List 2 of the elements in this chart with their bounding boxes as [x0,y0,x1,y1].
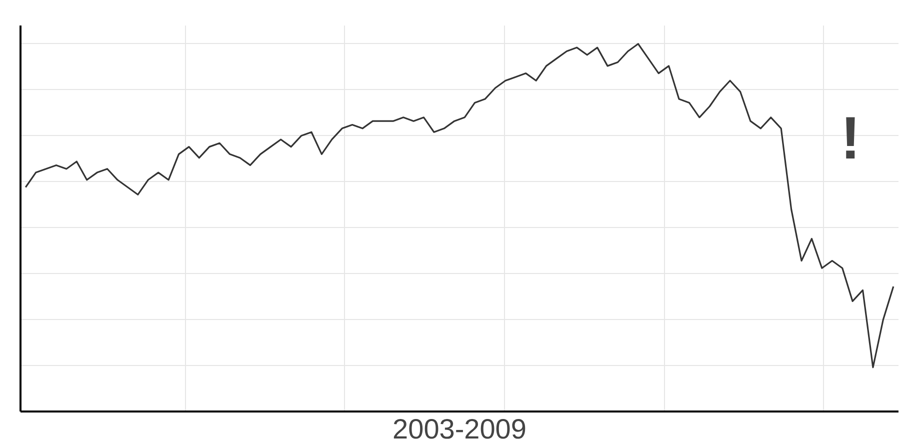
text: 2003-2009 [392,414,526,443]
annotation: ! [840,104,860,172]
